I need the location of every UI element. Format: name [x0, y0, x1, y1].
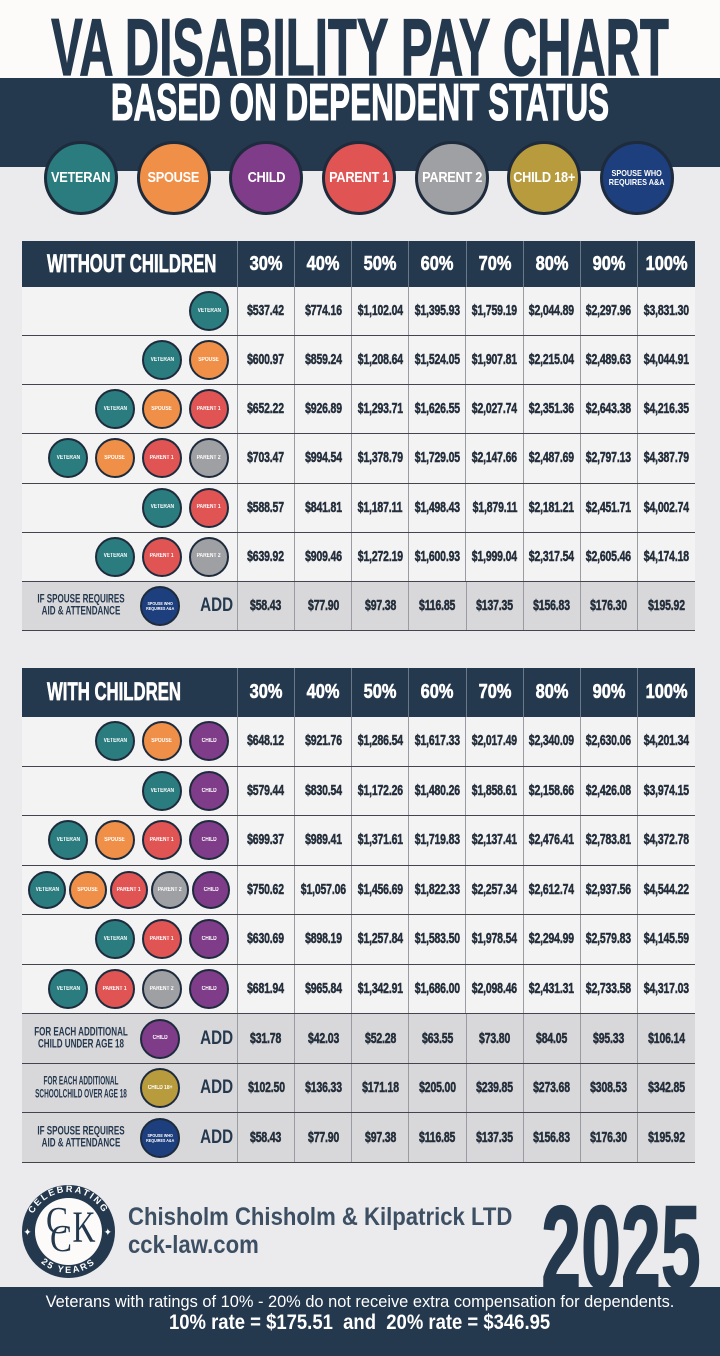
svg-text:✦: ✦	[23, 1227, 31, 1238]
svg-text:K: K	[73, 1203, 96, 1252]
svg-text:✦: ✦	[104, 1227, 112, 1238]
svg-text:C: C	[50, 1218, 72, 1260]
svg-text:C: C	[46, 1200, 68, 1242]
